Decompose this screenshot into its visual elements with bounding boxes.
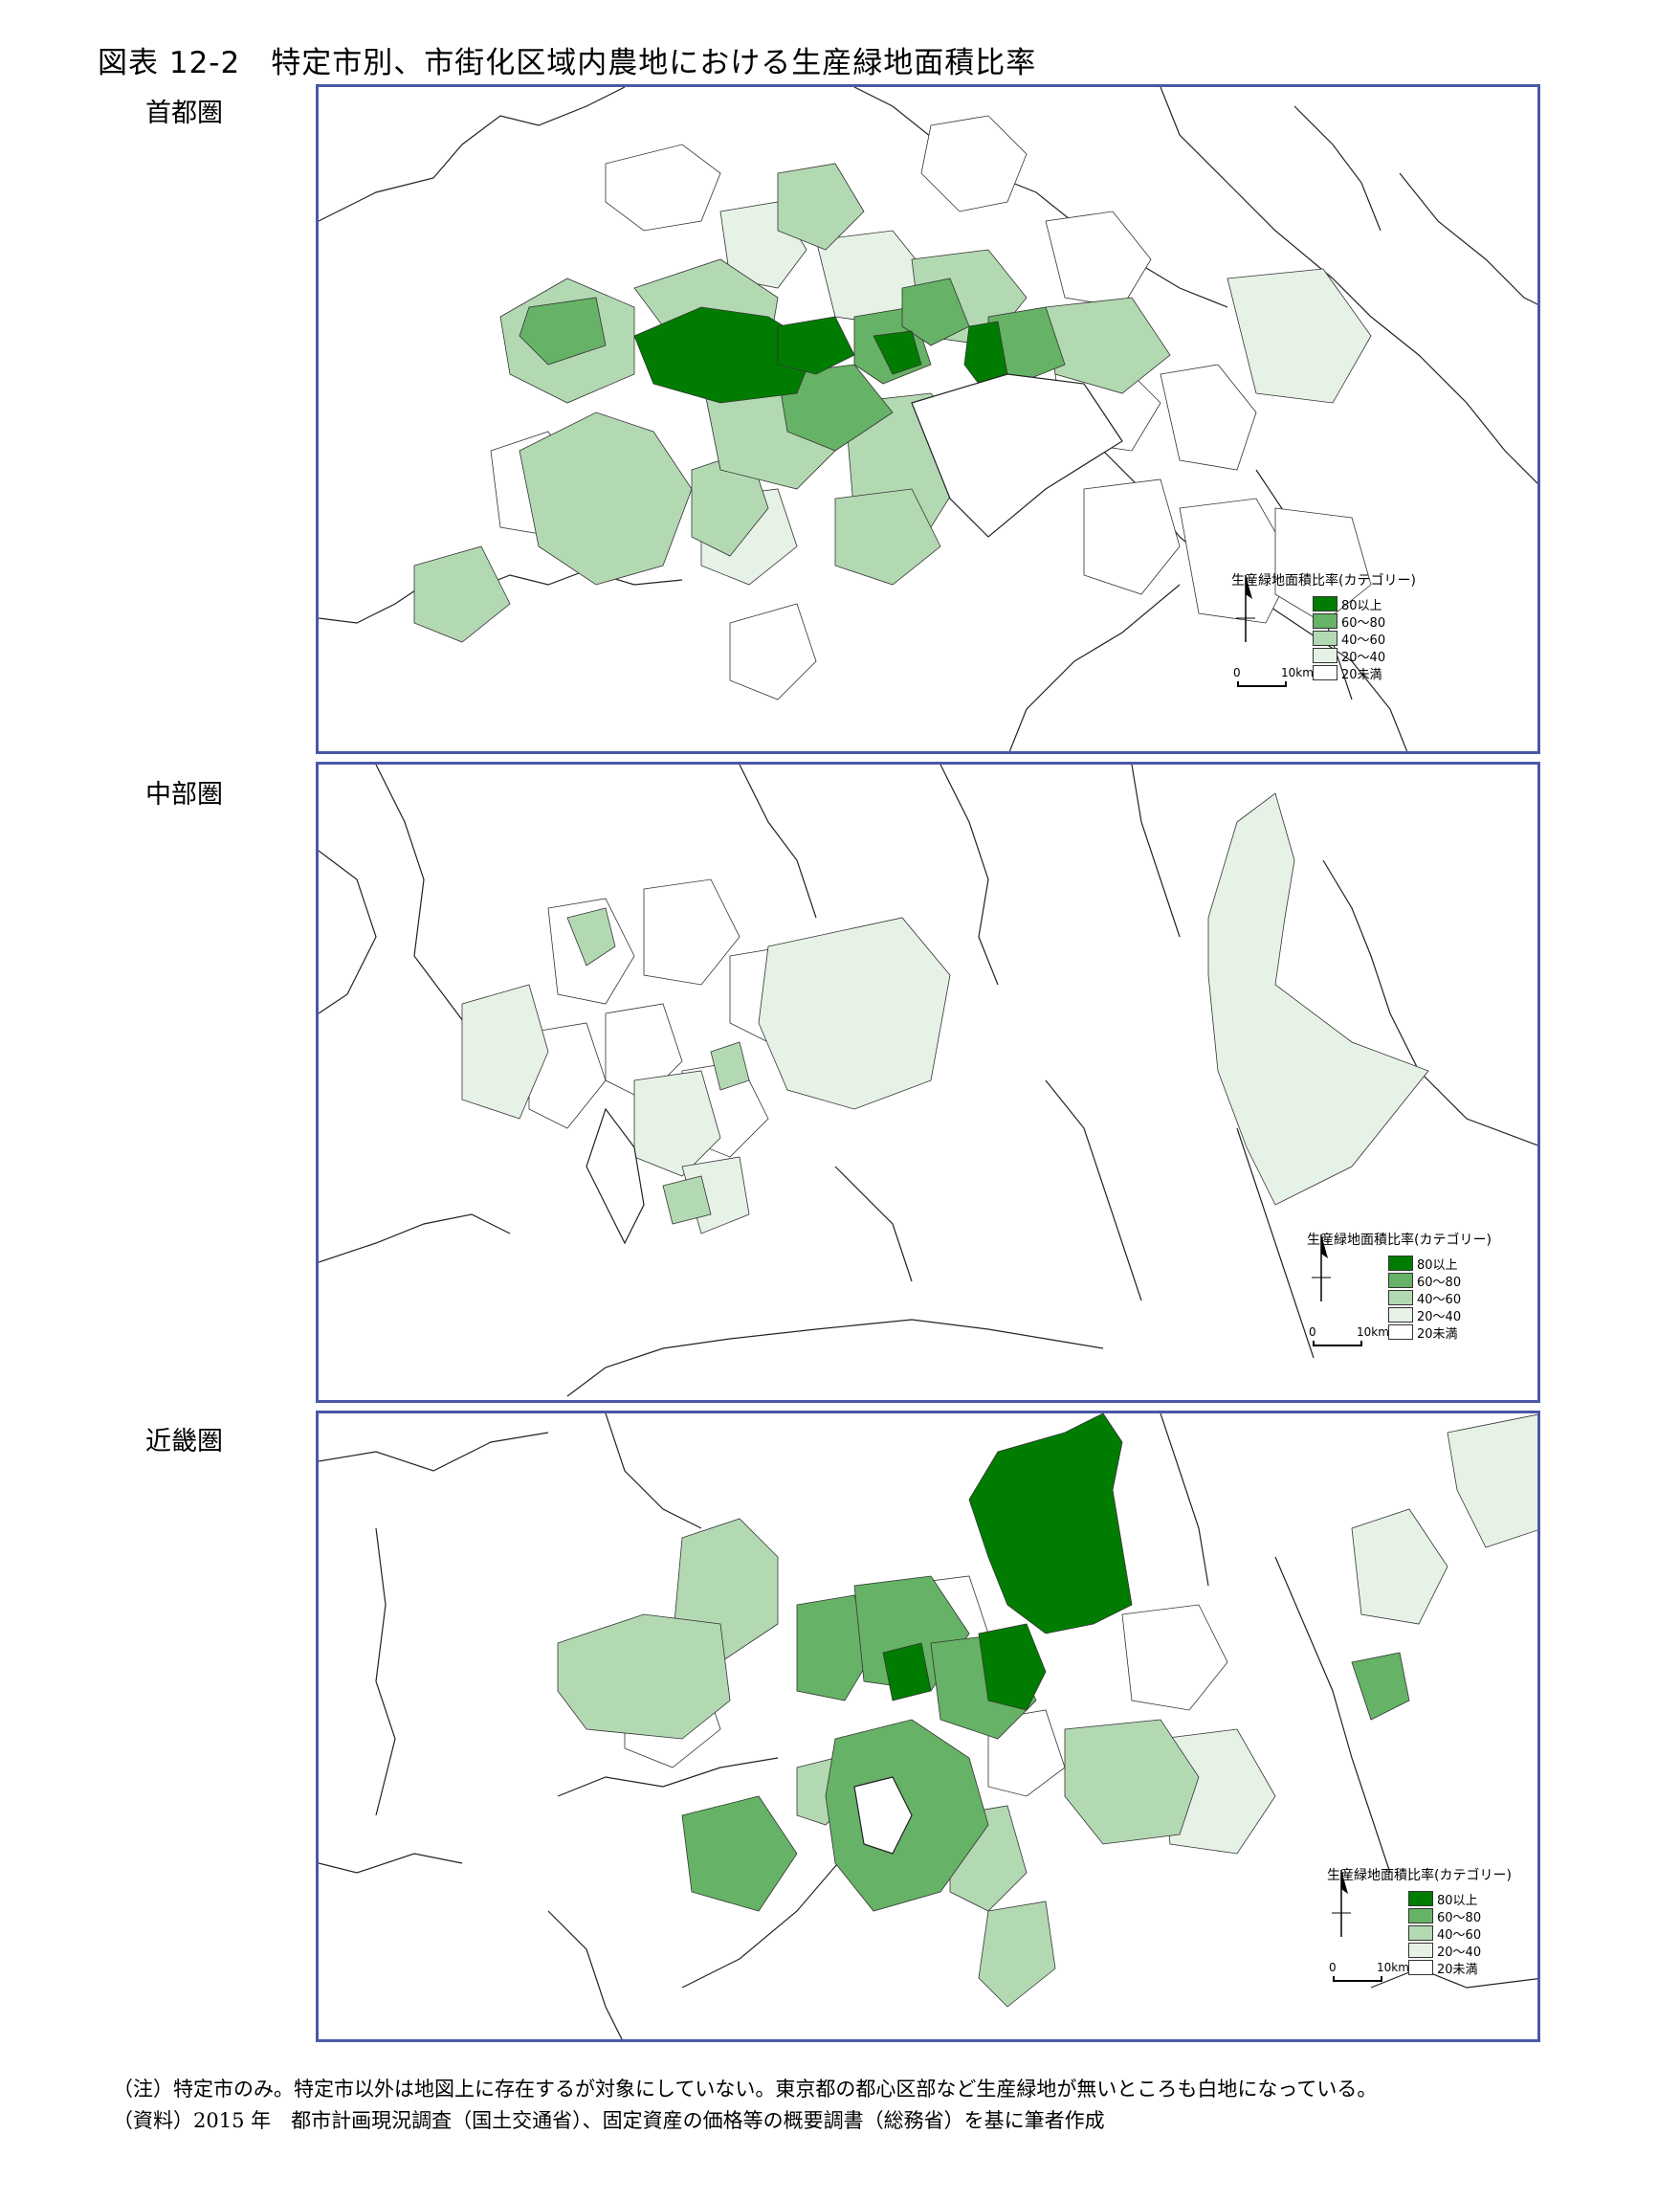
scale-line — [1333, 1976, 1382, 1982]
legend-label: 40～60 — [1417, 1292, 1462, 1307]
legend-swatch — [1313, 631, 1337, 646]
figure-notes: （注）特定市のみ。特定市以外は地図上に存在するが対象にしていない。東京都の都心区… — [113, 2074, 1377, 2137]
legend-label: 20未満 — [1417, 1326, 1458, 1342]
legend-label: 20～40 — [1437, 1945, 1482, 1960]
legend-label: 40～60 — [1341, 633, 1386, 648]
scale-zero: 0 — [1309, 1325, 1316, 1339]
scale-bar: 0 10km — [1307, 1325, 1422, 1364]
legend-swatch — [1313, 596, 1337, 611]
legend-label: 80以上 — [1417, 1257, 1458, 1273]
legend-row: 40～60 — [1313, 630, 1386, 648]
legend-swatch — [1408, 1891, 1433, 1906]
scale-zero: 0 — [1233, 666, 1241, 679]
scale-bar: 0 10km — [1231, 666, 1346, 704]
legend-swatch — [1388, 1256, 1413, 1271]
scale-distance: 10km — [1281, 666, 1314, 679]
map-panel-kinki[interactable]: 生産緑地面積比率(カテゴリー) 80以上 60～80 40～60 20～40 2… — [316, 1411, 1540, 2042]
north-arrow-icon — [1236, 575, 1255, 642]
legend-label: 80以上 — [1437, 1893, 1478, 1908]
legend-row: 20未満 — [1313, 664, 1385, 682]
legend-swatch — [1388, 1273, 1413, 1288]
legend-row: 40～60 — [1388, 1289, 1462, 1307]
legend-row: 80以上 — [1388, 1255, 1461, 1273]
legend-label: 20未満 — [1341, 667, 1382, 682]
legend-swatch — [1388, 1290, 1413, 1305]
legend-label: 60～80 — [1437, 1910, 1482, 1925]
map-legend: 生産緑地面積比率(カテゴリー) 80以上 60～80 40～60 20～40 2… — [1307, 1230, 1527, 1392]
legend-row: 20～40 — [1408, 1942, 1482, 1960]
legend-row: 60～80 — [1388, 1272, 1462, 1290]
legend-row: 80以上 — [1313, 595, 1385, 613]
legend-label: 20～40 — [1341, 650, 1386, 665]
legend-swatch — [1388, 1324, 1413, 1340]
legend-items: 80以上 60～80 40～60 20～40 20未満 — [1313, 595, 1386, 682]
legend-title: 生産緑地面積比率(カテゴリー) — [1231, 573, 1416, 589]
note-text: （注）特定市のみ。特定市以外は地図上に存在するが対象にしていない。東京都の都心区… — [113, 2078, 1378, 2101]
legend-row: 20～40 — [1313, 647, 1386, 665]
region-label-chubu: 中部圏 — [145, 780, 223, 810]
legend-label: 20～40 — [1417, 1309, 1462, 1324]
map-legend: 生産緑地面積比率(カテゴリー) 80以上 60～80 40～60 20～40 2… — [1231, 570, 1451, 733]
legend-title: 生産緑地面積比率(カテゴリー) — [1327, 1868, 1512, 1883]
scale-zero: 0 — [1329, 1961, 1337, 1974]
legend-swatch — [1388, 1307, 1413, 1323]
legend-swatch — [1408, 1960, 1433, 1975]
map-shutoken — [319, 87, 1537, 751]
legend-row: 20未満 — [1408, 1959, 1481, 1977]
legend-row: 40～60 — [1408, 1924, 1482, 1943]
region-label-shutoken: 首都圏 — [145, 99, 223, 128]
legend-row: 20未満 — [1388, 1323, 1461, 1342]
legend-label: 20未満 — [1437, 1962, 1478, 1977]
scale-line — [1313, 1341, 1362, 1346]
legend-row: 60～80 — [1408, 1907, 1482, 1925]
figure-title: 図表 12-2 特定市別、市街化区域内農地における生産緑地面積比率 — [98, 46, 1037, 80]
legend-items: 80以上 60～80 40～60 20～40 20未満 — [1388, 1255, 1462, 1342]
legend-title: 生産緑地面積比率(カテゴリー) — [1307, 1233, 1492, 1248]
legend-label: 40～60 — [1437, 1927, 1482, 1943]
scale-bar: 0 10km — [1327, 1961, 1442, 1999]
scale-line — [1237, 681, 1287, 687]
legend-swatch — [1408, 1943, 1433, 1958]
legend-items: 80以上 60～80 40～60 20～40 20未満 — [1408, 1890, 1482, 1977]
legend-swatch — [1408, 1908, 1433, 1923]
legend-row: 20～40 — [1388, 1306, 1462, 1324]
source-text: （資料）2015 年 都市計画現況調査（国土交通省）、固定資産の価格等の概要調書… — [113, 2109, 1105, 2132]
north-arrow-icon — [1312, 1234, 1331, 1301]
legend-swatch — [1313, 665, 1337, 680]
legend-swatch — [1408, 1925, 1433, 1941]
north-arrow-icon — [1332, 1870, 1351, 1937]
map-panel-shutoken[interactable]: 生産緑地面積比率(カテゴリー) 80以上 60～80 40～60 20～40 2… — [316, 84, 1540, 754]
legend-swatch — [1313, 613, 1337, 629]
scale-distance: 10km — [1357, 1325, 1389, 1339]
legend-label: 80以上 — [1341, 598, 1382, 613]
map-chubu — [319, 765, 1537, 1397]
scale-distance: 10km — [1377, 1961, 1409, 1974]
region-label-kinki: 近畿圏 — [145, 1427, 223, 1456]
legend-swatch — [1313, 648, 1337, 663]
legend-label: 60～80 — [1417, 1275, 1462, 1290]
legend-label: 60～80 — [1341, 615, 1386, 631]
map-legend: 生産緑地面積比率(カテゴリー) 80以上 60～80 40～60 20～40 2… — [1327, 1865, 1537, 2028]
legend-row: 60～80 — [1313, 612, 1386, 631]
map-panel-chubu[interactable]: 生産緑地面積比率(カテゴリー) 80以上 60～80 40～60 20～40 2… — [316, 762, 1540, 1403]
map-kinki — [319, 1413, 1537, 2039]
legend-row: 80以上 — [1408, 1890, 1481, 1908]
